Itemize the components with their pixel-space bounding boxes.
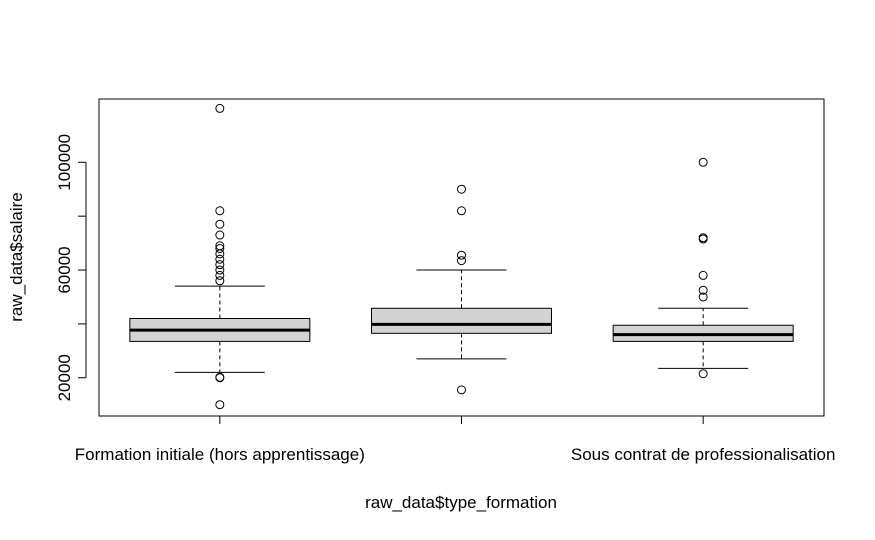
outlier-point [215,372,225,382]
y-tick-label: 20000 [55,354,74,401]
outlier-point [457,206,466,216]
outlier-point [215,230,225,240]
x-tick-label: Sous contrat de professionalisation [571,445,836,464]
outlier-point [698,369,708,379]
y-tick-label: 60000 [55,246,74,293]
outlier-point [698,292,708,302]
x-axis-label: raw_data$type_formation [365,493,557,512]
outlier-point [215,400,225,410]
outlier-point [215,243,225,253]
outlier-point [457,385,466,395]
x-tick-label: Formation initiale (hors apprentissage) [75,445,365,464]
outlier-point [215,260,225,270]
outlier-point [457,250,466,260]
iqr-box [371,307,552,334]
box-group [612,157,794,379]
outlier-point [215,241,225,251]
outlier-point [698,270,708,280]
y-axis-label: raw_data$salaire [7,192,26,321]
outlier-point [698,285,708,295]
outlier-point [215,206,225,216]
outlier-point [215,276,225,286]
outlier-point [457,184,466,194]
box-group [371,184,552,395]
outlier-point [698,157,708,167]
outlier-point [215,103,225,113]
outlier-point [215,265,225,275]
y-tick-label: 100000 [55,134,74,191]
outlier-point [457,256,466,266]
outlier-point [698,233,708,243]
box-group [129,103,311,410]
outlier-point [215,219,225,229]
outlier-point [215,270,225,280]
outlier-point [215,254,225,264]
